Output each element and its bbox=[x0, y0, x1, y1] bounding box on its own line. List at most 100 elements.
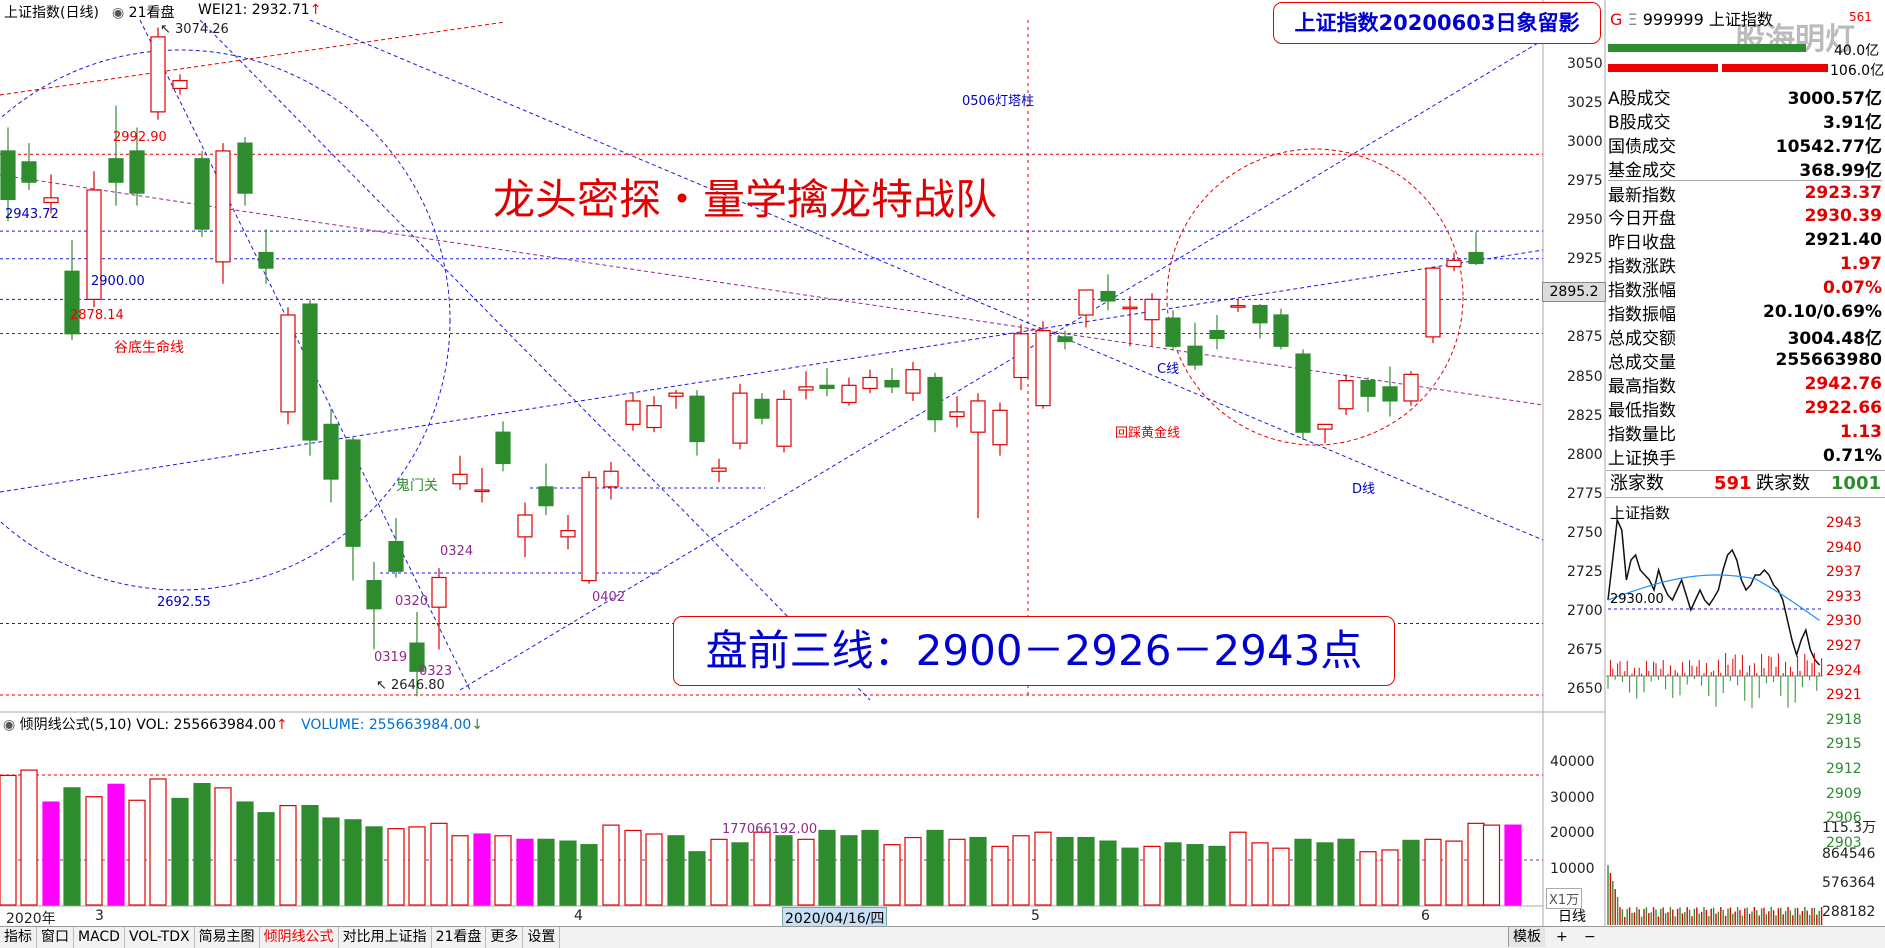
candle-body bbox=[452, 473, 468, 485]
menu-item-active[interactable]: 倾阴线公式 bbox=[260, 927, 339, 948]
quote-value: 2942.76 bbox=[1804, 374, 1882, 394]
candle-body bbox=[1468, 251, 1484, 265]
price-tick: 2950 bbox=[1567, 212, 1603, 229]
candle-body bbox=[1295, 353, 1311, 433]
c-line-label: C线 bbox=[1157, 362, 1180, 377]
price-tick: 3050 bbox=[1567, 56, 1603, 72]
quote-value: 20.10/0.69% bbox=[1763, 302, 1882, 322]
menu-item[interactable]: 21看盘 bbox=[432, 927, 487, 948]
candle-body bbox=[1446, 259, 1462, 268]
volume-bar bbox=[1077, 836, 1095, 906]
volume-bar bbox=[840, 835, 858, 906]
volume-bar bbox=[322, 817, 340, 906]
volume-bar bbox=[1272, 847, 1290, 906]
quote-header: G Ξ 999999 上证指数 bbox=[1610, 10, 1773, 29]
volume-bar bbox=[753, 831, 771, 906]
candle-body bbox=[64, 270, 80, 335]
candle-body bbox=[1122, 306, 1138, 310]
volume-bar bbox=[1445, 840, 1463, 906]
quote-row: 指数涨跌 1.97 bbox=[1608, 252, 1882, 277]
menu-item[interactable]: VOL-TDX bbox=[125, 927, 195, 948]
candle-body bbox=[366, 580, 382, 610]
quote-row: 指数涨幅 0.07% bbox=[1608, 276, 1882, 301]
d-line-label: D线 bbox=[1352, 482, 1376, 497]
price-tick: 3000 bbox=[1567, 134, 1603, 151]
zoom-out-button[interactable]: − bbox=[1584, 929, 1596, 945]
quote-label: 今日开盘 bbox=[1608, 208, 1676, 229]
quote-label: B股成交 bbox=[1608, 112, 1671, 133]
top-value-2: 106.0亿 bbox=[1830, 63, 1885, 79]
intraday-price-tick: 2915 bbox=[1826, 736, 1862, 753]
zoom-in-button[interactable]: + bbox=[1556, 929, 1568, 945]
period-daily[interactable]: 日线 bbox=[1558, 909, 1586, 925]
quote-label: 总成交额 bbox=[1608, 328, 1676, 349]
quote-label: 国债成交 bbox=[1608, 136, 1676, 157]
three-lines-box: 盘前三线：2900－2926－2943点 bbox=[673, 616, 1395, 686]
indicator-value: WEI21: 2932.71↑ bbox=[198, 2, 322, 18]
candle-body bbox=[517, 514, 533, 538]
volume-bar bbox=[1034, 831, 1052, 906]
candle-body bbox=[495, 431, 511, 465]
trend-line-blue-up bbox=[459, 39, 1544, 691]
menu-item[interactable]: 设置 bbox=[523, 927, 561, 948]
date-0320: 0320 bbox=[395, 594, 429, 609]
volume-bar bbox=[128, 799, 146, 906]
candle-body bbox=[388, 540, 404, 572]
trend-line-steep bbox=[199, 19, 871, 701]
menu-item[interactable]: 指标 bbox=[0, 927, 37, 948]
menu-item[interactable]: 简易主图 bbox=[195, 927, 260, 948]
intraday-avg-line bbox=[1607, 574, 1820, 621]
volume-bar bbox=[85, 796, 103, 906]
volume-bar bbox=[214, 787, 232, 906]
volume-bar bbox=[624, 829, 642, 906]
date-month-5: 5 bbox=[1031, 908, 1040, 924]
quote-row: 最高指数 2942.76 bbox=[1608, 372, 1882, 397]
template-button[interactable]: 模板 bbox=[1508, 927, 1545, 947]
volume-bar bbox=[731, 842, 749, 906]
cursor-date: 2020/04/16/四 bbox=[782, 907, 888, 929]
volume-bar bbox=[926, 829, 944, 906]
quote-label: A股成交 bbox=[1608, 88, 1671, 109]
intraday-price-tick: 2918 bbox=[1826, 711, 1862, 728]
volume-bar bbox=[1121, 847, 1139, 906]
candle-body bbox=[1165, 317, 1181, 347]
candle-body bbox=[1360, 380, 1376, 397]
quote-value: 3.91亿 bbox=[1823, 112, 1882, 133]
volume-bar bbox=[1467, 822, 1485, 906]
candle-body bbox=[215, 150, 231, 263]
price-tick: 2850 bbox=[1567, 368, 1603, 385]
menu-item[interactable]: MACD bbox=[74, 927, 125, 948]
quote-label: 最高指数 bbox=[1608, 376, 1676, 397]
period-selector[interactable]: ◉ 21看盘 bbox=[112, 5, 175, 21]
candle-body bbox=[0, 150, 16, 200]
menu-item[interactable]: 窗口 bbox=[37, 927, 74, 948]
intraday-title: 上证指数 bbox=[1610, 504, 1671, 522]
volume-bar bbox=[236, 801, 254, 906]
candle-body bbox=[129, 150, 145, 194]
quote-value: 0.71% bbox=[1823, 446, 1882, 466]
volume-bar bbox=[991, 845, 1009, 906]
candle-body bbox=[172, 80, 188, 90]
volume-bar bbox=[883, 844, 901, 906]
menu-item[interactable]: 更多 bbox=[486, 927, 524, 948]
quote-value: 2923.37 bbox=[1804, 183, 1882, 203]
price-tick: 2750 bbox=[1567, 524, 1603, 541]
date-month-6: 6 bbox=[1421, 908, 1430, 924]
low-label: ↖ 2646.80 bbox=[376, 678, 445, 693]
volume-bar bbox=[688, 851, 706, 906]
volume-bar bbox=[1294, 838, 1312, 906]
candle-body bbox=[323, 423, 339, 480]
price-tick: 2725 bbox=[1567, 563, 1603, 580]
price-tick: 2675 bbox=[1567, 641, 1603, 658]
quote-row: 昨日收盘 2921.40 bbox=[1608, 228, 1882, 253]
volume-tick: 40000 bbox=[1550, 754, 1595, 770]
candle-body bbox=[1252, 305, 1268, 324]
ratio-bar-red-2 bbox=[1722, 64, 1828, 72]
quote-ratio: 561 bbox=[1849, 10, 1872, 24]
candle-body bbox=[1382, 386, 1398, 402]
menu-item[interactable]: 对比用上证指 bbox=[339, 927, 432, 948]
candle-body bbox=[949, 411, 965, 418]
candle-body bbox=[280, 314, 296, 413]
quote-label: 基金成交 bbox=[1608, 160, 1676, 181]
intraday-price-tick: 2933 bbox=[1826, 588, 1862, 605]
